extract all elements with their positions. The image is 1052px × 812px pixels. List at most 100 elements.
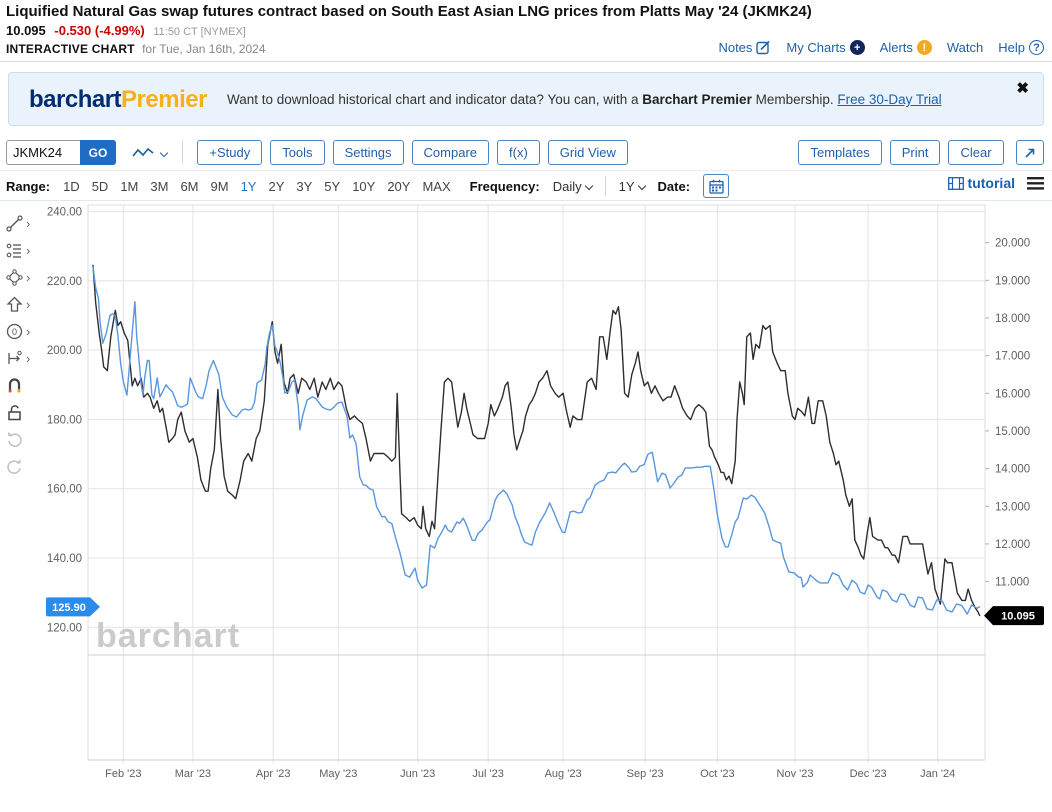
left-axis-label: 120.00 [47, 622, 82, 634]
premier-banner: barchartPremier Want to download histori… [8, 72, 1044, 126]
range-option-1y[interactable]: 1Y [240, 178, 257, 194]
chevron-right-icon: › [26, 269, 31, 285]
symbol-input[interactable] [6, 140, 80, 165]
range-option-10y[interactable]: 10Y [352, 178, 376, 194]
annotation-list-icon [6, 243, 21, 258]
range-option-5y[interactable]: 5Y [324, 178, 341, 194]
x-tick-label: Feb '23 [105, 768, 141, 780]
chevron-right-icon: › [26, 242, 31, 258]
chevron-right-icon: › [26, 296, 31, 312]
alert-exclamation-icon: ! [916, 40, 932, 55]
trendline-icon [6, 215, 23, 232]
shape-tool[interactable]: › [5, 268, 39, 287]
range-option-1m[interactable]: 1M [120, 178, 139, 194]
video-tutorial-icon [947, 176, 964, 190]
redo-button[interactable] [5, 457, 39, 476]
barchart-premier-logo: barchartPremier [29, 86, 207, 113]
toolbar-button-grid-view[interactable]: Grid View [547, 140, 628, 165]
watch-link[interactable]: Watch [946, 40, 984, 55]
lock-drawings-tool[interactable] [5, 403, 39, 422]
question-circle-icon: ? [1029, 40, 1044, 55]
menu-hamburger-icon[interactable] [1027, 176, 1044, 190]
quote-header: Liquified Natural Gas swap futures contr… [0, 0, 1052, 62]
x-tick-label: Jul '23 [472, 768, 503, 780]
measure-tool[interactable]: › [5, 349, 39, 368]
chevron-right-icon: › [26, 323, 31, 339]
right-axis-label: 15.000 [995, 426, 1030, 438]
arrow-tool[interactable]: › [5, 295, 39, 314]
circle-zero-icon: 0 [6, 323, 23, 340]
magnet-mode-tool[interactable] [5, 376, 39, 395]
x-tick-label: May '23 [319, 768, 357, 780]
x-tick-label: Apr '23 [256, 768, 291, 780]
right-axis-label: 20.000 [995, 238, 1030, 250]
range-option-1d[interactable]: 1D [63, 178, 80, 194]
right-axis-label: 16.000 [995, 388, 1030, 400]
left-axis-label: 220.00 [47, 276, 82, 288]
notes-link[interactable]: Notes [718, 40, 771, 55]
annotation-marker-tool[interactable]: 0 › [5, 322, 39, 341]
range-option-3m[interactable]: 3M [150, 178, 169, 194]
range-option-max[interactable]: MAX [422, 178, 451, 194]
toolbar-button-clear[interactable]: Clear [948, 140, 1004, 165]
range-bar: Range: 1D 5D 1M 3M 6M 9M 1Y 2Y 3Y 5Y 10Y 20Y MAX Fre… [6, 174, 1046, 200]
frequency-label: Frequency: [469, 178, 540, 194]
x-tick-label: Nov '23 [777, 768, 814, 780]
toolbar-button-print[interactable]: Print [889, 140, 941, 165]
chevron-right-icon: › [26, 350, 31, 366]
chart-type-dropdown[interactable] [128, 140, 171, 165]
my-charts-link[interactable]: My Charts + [786, 40, 865, 55]
period-dropdown[interactable]: 1Y [619, 179, 646, 194]
measure-icon [8, 350, 22, 364]
help-link[interactable]: Help ? [998, 40, 1044, 55]
right-axis-label: 14.000 [995, 464, 1030, 476]
frequency-dropdown[interactable]: Daily [553, 179, 593, 194]
chevron-down-icon [637, 181, 646, 190]
price-chart[interactable]: Feb '23 Mar '23 Apr '23 May '23 Jun '23 Jul '… [0, 200, 1052, 806]
chart-toolbar: GO +Study Tools Settings Compare f(x) Grid Vi… [6, 140, 1046, 168]
x-tick-label: Dec '23 [850, 768, 887, 780]
last-price: 10.095 [6, 23, 46, 38]
toolbar-button-templates[interactable]: Templates [798, 140, 882, 165]
range-option-5d[interactable]: 5D [91, 178, 109, 194]
right-price-flag-label: 10.095 [1001, 611, 1035, 623]
toolbar-button-tools[interactable]: Tools [270, 140, 325, 165]
right-axis-label: 12.000 [995, 539, 1030, 551]
toolbar-button-f-x-[interactable]: f(x) [497, 140, 540, 165]
calendar-button[interactable] [703, 174, 730, 198]
annotation-list-tool[interactable]: › [5, 241, 39, 260]
range-option-20y[interactable]: 20Y [387, 178, 411, 194]
toolbar-button--study[interactable]: +Study [197, 140, 263, 165]
notes-pencil-icon [756, 40, 770, 55]
right-price-flag [984, 606, 1044, 626]
range-option-6m[interactable]: 6M [180, 178, 199, 194]
toolbar-button-settings[interactable]: Settings [332, 140, 404, 165]
alerts-link[interactable]: Alerts ! [880, 40, 932, 55]
left-axis-label: 160.00 [47, 484, 82, 496]
left-axis-label: 240.00 [47, 207, 82, 219]
go-button[interactable]: GO [80, 140, 116, 165]
svg-text:0: 0 [12, 327, 17, 337]
undo-button[interactable] [5, 430, 39, 449]
range-option-2y[interactable]: 2Y [268, 178, 285, 194]
trendline-tool[interactable]: › [5, 214, 39, 233]
comparison-series-line [92, 266, 981, 615]
expand-chart-button[interactable] [1016, 140, 1044, 165]
chart-subheader: INTERACTIVE CHART for Tue, Jan 16th, 202… [6, 42, 266, 56]
banner-close-icon[interactable]: ✖ [1016, 80, 1029, 97]
toolbar-divider [181, 140, 183, 164]
free-trial-link[interactable]: Free 30-Day Trial [837, 92, 942, 107]
toolbar-button-compare[interactable]: Compare [411, 140, 490, 165]
range-label: Range: [6, 178, 51, 194]
price-row: 10.095 -0.530 (-4.99%) 11:50 CT [NYMEX] [6, 23, 246, 38]
plot-border [87, 204, 986, 656]
range-option-9m[interactable]: 9M [210, 178, 229, 194]
tutorial-link[interactable]: tutorial [947, 175, 1015, 191]
chevron-down-icon [160, 148, 169, 157]
left-price-flag-label: 125.90 [52, 602, 86, 614]
arrow-up-icon [6, 296, 23, 312]
left-axis-label: 140.00 [47, 553, 82, 565]
line-chart-icon [132, 147, 154, 157]
price-change: -0.530 (-4.99%) [54, 23, 145, 38]
range-option-3y[interactable]: 3Y [296, 178, 313, 194]
